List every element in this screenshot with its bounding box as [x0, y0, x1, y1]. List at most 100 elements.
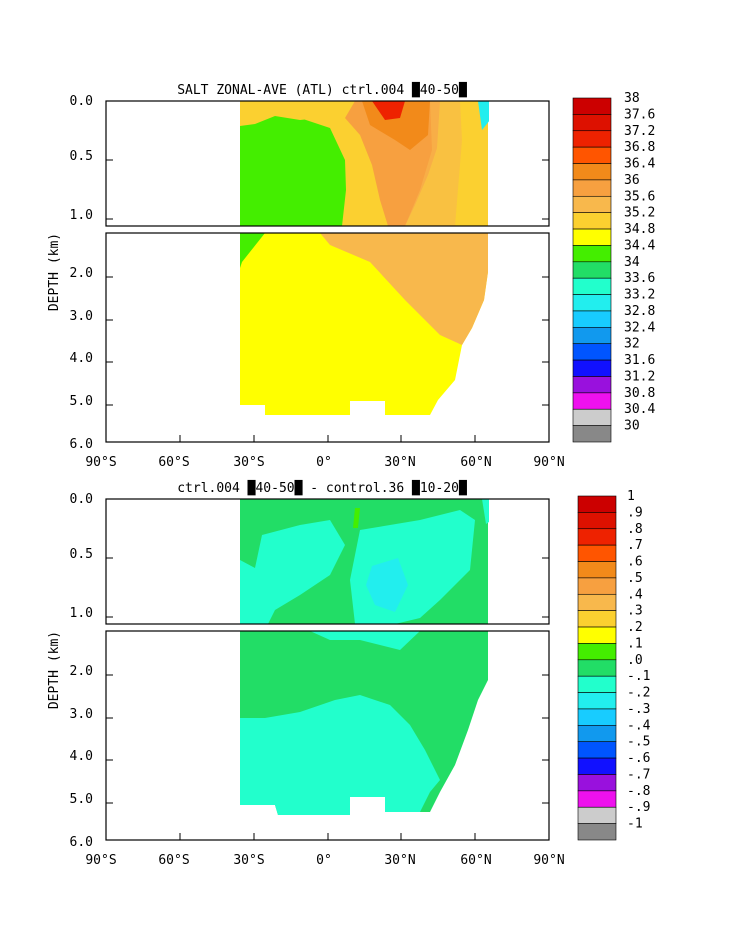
colorbar-swatch	[577, 757, 617, 775]
colorbar-label: .7	[627, 538, 643, 553]
p1-xtick-0: 90°S	[85, 455, 116, 470]
p1-upper-tan-east	[405, 101, 462, 226]
p2-ytick-4: 3.0	[70, 707, 93, 722]
colorbar-label: 33.6	[624, 271, 655, 286]
p1-ytick-4: 3.0	[70, 309, 93, 324]
colorbar-label: -.8	[627, 784, 650, 799]
panel-2-ylabel: DEPTH (km)	[47, 631, 62, 709]
panel-2-lower-field	[106, 631, 549, 840]
colorbar-label: -.2	[627, 686, 650, 701]
colorbar-swatch	[577, 512, 617, 530]
colorbar-swatch	[572, 179, 612, 197]
panel-2-colorbar-labels: 1.9.8.7.6.5.4.3.2.1.0-.1-.2-.3-.4-.5-.6-…	[627, 489, 651, 832]
colorbar-label: -.5	[627, 735, 650, 750]
colorbar-swatch	[577, 528, 617, 546]
colorbar-swatch	[577, 593, 617, 611]
p2-ytick-7: 6.0	[70, 835, 93, 850]
panel-1-lower-field	[106, 233, 549, 442]
colorbar-swatch	[577, 544, 617, 562]
p1-upper-fresh-west	[240, 101, 346, 226]
colorbar-label: .9	[627, 505, 643, 520]
p2-xtick-4: 30°N	[384, 853, 415, 868]
colorbar-swatch	[572, 114, 612, 132]
colorbar-swatch	[577, 577, 617, 595]
p1-ytick-7: 6.0	[70, 437, 93, 452]
panel-1-colorbar: 3837.637.236.836.43635.635.234.834.43433…	[572, 91, 655, 443]
colorbar-label: 31.2	[624, 369, 655, 384]
panel-1-colorbar-swatches	[572, 97, 612, 443]
p1-xtick-2: 30°S	[233, 455, 264, 470]
p2-upper-green-strip	[353, 508, 360, 528]
p2-xtick-6: 90°N	[533, 853, 564, 868]
p1-xtick-1: 60°S	[158, 455, 189, 470]
colorbar-label: 30	[624, 419, 640, 434]
colorbar-label: 32.4	[624, 320, 655, 335]
p2-upper-cyan-west	[240, 520, 345, 624]
p2-xtick-3: 0°	[316, 853, 332, 868]
colorbar-swatch	[577, 806, 617, 824]
colorbar-label: 34	[624, 255, 640, 270]
colorbar-swatch	[577, 725, 617, 743]
colorbar-label: 38	[624, 91, 640, 106]
p2-upper-nan-east	[489, 499, 549, 624]
p2-upper-cyan-core	[366, 558, 408, 612]
panel-2-xticks: 90°S 60°S 30°S 0° 30°N 60°N 90°N	[85, 853, 564, 868]
colorbar-label: -.4	[627, 718, 651, 733]
p2-ytick-5: 4.0	[70, 749, 93, 764]
colorbar-swatch	[572, 376, 612, 394]
colorbar-label: 35.6	[624, 189, 655, 204]
colorbar-swatch	[577, 692, 617, 710]
p1-lower-green-west	[240, 233, 265, 268]
colorbar-label: .2	[627, 620, 643, 635]
colorbar-swatch	[577, 708, 617, 726]
colorbar-label: 35.2	[624, 206, 655, 221]
p2-xtick-0: 90°S	[85, 853, 116, 868]
colorbar-label: .5	[627, 571, 643, 586]
p1-upper-cap	[240, 101, 345, 126]
colorbar-swatch	[572, 343, 612, 361]
colorbar-label: .8	[627, 522, 643, 537]
p1-lower-nan-west	[106, 233, 240, 442]
p1-xtick-4: 30°N	[384, 455, 415, 470]
colorbar-swatch	[577, 561, 617, 579]
p2-ytick-3: 2.0	[70, 664, 93, 679]
p1-lower-nan-east	[489, 233, 549, 442]
colorbar-label: 32	[624, 337, 640, 352]
panel-1-ylabel: DEPTH (km)	[47, 233, 62, 311]
panel-2-title: ctrl.004 █40-50█ - control.36 █10-20█	[177, 479, 467, 496]
colorbar-swatch	[572, 310, 612, 328]
colorbar-label: 36.4	[624, 157, 655, 172]
p1-xtick-5: 60°N	[460, 455, 491, 470]
p1-upper-nan-west	[106, 101, 240, 226]
colorbar-swatch	[577, 774, 617, 792]
p1-upper-orange2	[362, 101, 430, 150]
colorbar-swatch	[572, 228, 612, 246]
p2-ytick-6: 5.0	[70, 792, 93, 807]
p2-xtick-1: 60°S	[158, 853, 189, 868]
colorbar-label: 36	[624, 173, 640, 188]
p1-ytick-3: 2.0	[70, 266, 93, 281]
p1-upper-core	[372, 101, 405, 120]
colorbar-swatch	[572, 212, 612, 230]
colorbar-label: 31.6	[624, 353, 655, 368]
colorbar-swatch	[572, 327, 612, 345]
colorbar-label: 37.6	[624, 107, 655, 122]
colorbar-swatch	[572, 425, 612, 443]
colorbar-label: 37.2	[624, 124, 655, 139]
p1-lower-tan-east	[320, 233, 488, 345]
colorbar-swatch	[577, 610, 617, 628]
colorbar-label: 30.4	[624, 402, 655, 417]
colorbar-swatch	[577, 790, 617, 808]
p2-ytick-1: 0.5	[70, 547, 93, 562]
colorbar-swatch	[577, 495, 617, 513]
colorbar-label: 36.8	[624, 140, 655, 155]
colorbar-swatch	[572, 195, 612, 213]
colorbar-label: 30.8	[624, 386, 655, 401]
p1-ytick-0: 0.0	[70, 94, 93, 109]
colorbar-label: .6	[627, 555, 643, 570]
panel-2-colorbar: 1.9.8.7.6.5.4.3.2.1.0-.1-.2-.3-.4-.5-.6-…	[577, 489, 651, 841]
panel-2-upper-frame	[105, 498, 550, 625]
p1-ytick-6: 5.0	[70, 394, 93, 409]
colorbar-swatch	[572, 245, 612, 263]
